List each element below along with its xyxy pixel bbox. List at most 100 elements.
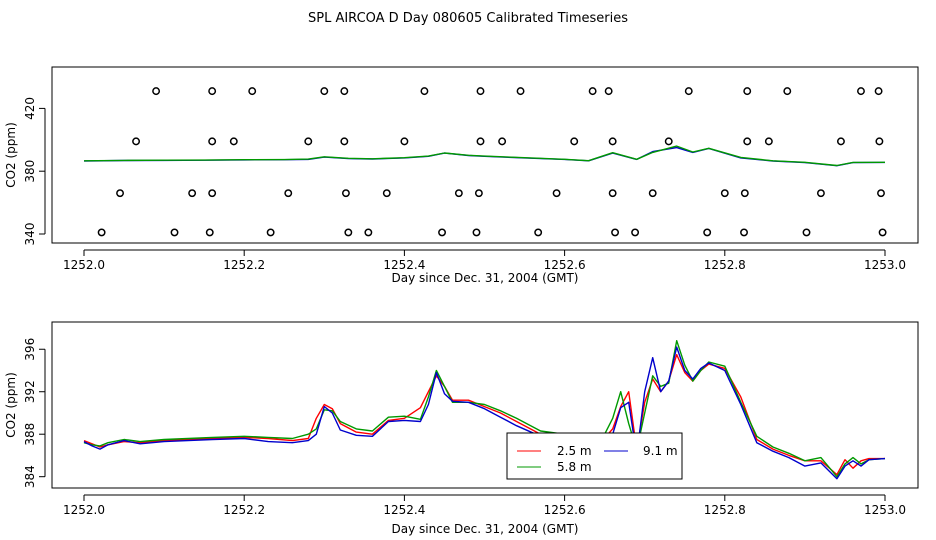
- data-marker: [570, 137, 579, 146]
- data-marker: [877, 189, 885, 198]
- data-marker: [664, 137, 673, 146]
- data-marker: [420, 87, 429, 96]
- data-marker: [534, 228, 543, 237]
- data-marker: [320, 87, 329, 96]
- x-tick-label: 1253.0: [864, 503, 906, 517]
- data-marker: [208, 87, 217, 96]
- data-marker: [474, 189, 483, 198]
- data-marker: [802, 228, 811, 237]
- data-marker: [208, 137, 217, 146]
- data-marker: [116, 189, 124, 198]
- data-marker: [229, 137, 238, 146]
- x-tick-label: 1252.6: [544, 258, 586, 272]
- data-marker: [836, 137, 845, 146]
- data-marker: [188, 189, 197, 198]
- legend: 2.5 m 9.1 m 5.8 m: [506, 432, 683, 480]
- top-markers: [97, 87, 887, 237]
- data-marker: [648, 189, 657, 198]
- y-tick-label: 392: [23, 380, 37, 403]
- data-marker: [400, 137, 409, 146]
- bottom-panel: 1252.0 1252.2 1252.4 1252.6 1252.8 1253.0 384…: [4, 321, 919, 536]
- top-x-axis-label: Day since Dec. 31, 2004 (GMT): [392, 271, 579, 285]
- data-marker: [454, 189, 463, 198]
- data-marker: [631, 228, 640, 237]
- legend-label-2-5m: 2.5 m: [557, 444, 592, 458]
- legend-label-5-8m: 5.8 m: [557, 460, 592, 474]
- legend-label-9-1m: 9.1 m: [643, 444, 678, 458]
- bottom-y-axis-label: CO2 (ppm): [4, 372, 18, 438]
- legend-box: [506, 432, 683, 480]
- bottom-lines: [83, 340, 886, 480]
- x-tick-label: 1252.4: [383, 503, 425, 517]
- bottom-plot-frame: [51, 321, 919, 489]
- y-tick-label: 420: [23, 97, 37, 120]
- data-marker: [170, 228, 179, 237]
- data-marker: [743, 87, 752, 96]
- data-marker: [205, 228, 214, 237]
- series-line-2-5-m: [83, 353, 885, 476]
- data-marker: [604, 87, 613, 96]
- top-panel: 1252.0 1252.2 1252.4 1252.6 1252.8 1253.0 340…: [4, 66, 919, 285]
- data-marker: [608, 189, 617, 198]
- data-marker: [344, 228, 353, 237]
- data-marker: [340, 87, 349, 96]
- data-marker: [341, 189, 350, 198]
- y-tick-label: 396: [23, 338, 37, 361]
- data-marker: [684, 87, 693, 96]
- data-marker: [516, 87, 525, 96]
- x-tick-label: 1252.2: [223, 258, 265, 272]
- data-marker: [740, 228, 748, 237]
- top-plot-frame: [51, 66, 919, 244]
- data-marker: [740, 189, 749, 198]
- series-line-9-1-m: [83, 346, 886, 480]
- data-marker: [783, 87, 792, 96]
- series-line-1: [83, 145, 886, 167]
- bottom-x-axis-label: Day since Dec. 31, 2004 (GMT): [392, 522, 579, 536]
- x-tick-label: 1252.8: [704, 258, 746, 272]
- x-tick-label: 1252.2: [223, 503, 265, 517]
- data-marker: [878, 228, 887, 237]
- x-tick-label: 1252.4: [383, 258, 425, 272]
- data-marker: [875, 137, 884, 146]
- data-marker: [552, 189, 561, 198]
- chart-title: SPL AIRCOA D Day 080605 Calibrated Times…: [308, 11, 628, 26]
- data-marker: [472, 228, 481, 237]
- top-x-axis: 1252.0 1252.2 1252.4 1252.6 1252.8 1253.0: [63, 249, 906, 272]
- data-marker: [720, 189, 729, 198]
- data-marker: [248, 87, 257, 96]
- y-tick-label: 384: [23, 465, 37, 488]
- data-marker: [438, 228, 446, 237]
- data-marker: [208, 189, 217, 198]
- data-marker: [703, 228, 712, 237]
- top-y-axis: 340 380 420: [23, 97, 46, 246]
- data-marker: [382, 189, 391, 198]
- data-marker: [608, 137, 617, 146]
- data-marker: [152, 87, 161, 96]
- data-marker: [266, 228, 275, 237]
- data-marker: [97, 228, 106, 237]
- data-marker: [611, 228, 620, 237]
- bottom-y-axis: 384 388 392 396: [23, 338, 46, 488]
- top-lines: [83, 145, 886, 167]
- x-tick-label: 1252.0: [63, 258, 105, 272]
- data-marker: [857, 87, 865, 96]
- data-marker: [743, 137, 752, 146]
- data-marker: [498, 137, 507, 146]
- data-marker: [874, 87, 883, 96]
- data-marker: [588, 87, 597, 96]
- x-tick-label: 1253.0: [864, 258, 906, 272]
- data-marker: [304, 137, 313, 146]
- data-marker: [132, 137, 141, 146]
- series-line-5-8-m: [83, 340, 886, 478]
- data-marker: [364, 228, 373, 237]
- y-tick-label: 340: [23, 223, 37, 246]
- y-tick-label: 388: [23, 423, 37, 446]
- data-marker: [764, 137, 773, 146]
- x-tick-label: 1252.6: [544, 503, 586, 517]
- bottom-x-axis: 1252.0 1252.2 1252.4 1252.6 1252.8 1253.0: [63, 494, 906, 517]
- x-tick-label: 1252.8: [704, 503, 746, 517]
- data-marker: [476, 137, 485, 146]
- top-y-axis-label: CO2 (ppm): [4, 122, 18, 188]
- y-tick-label: 380: [23, 160, 37, 183]
